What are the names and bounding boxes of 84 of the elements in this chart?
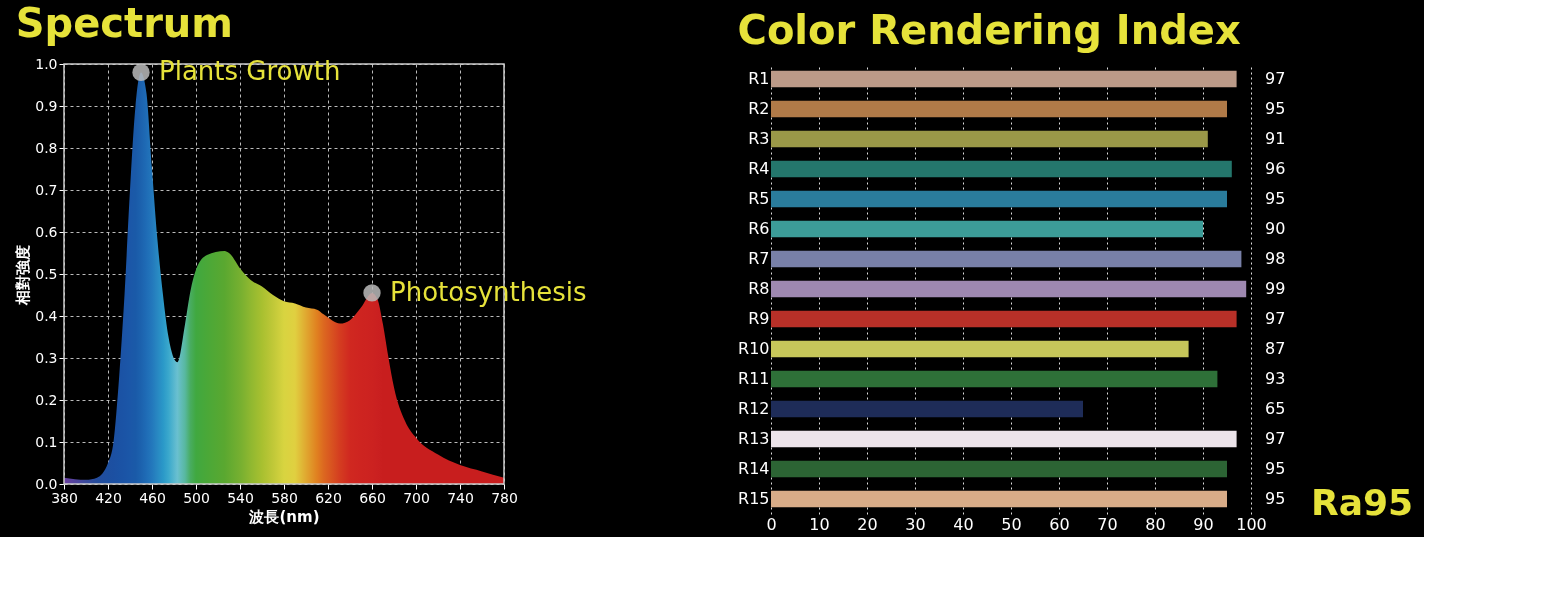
bar bbox=[771, 130, 1208, 148]
data-label: 95 bbox=[1265, 99, 1286, 118]
bar bbox=[771, 430, 1237, 448]
x-tick-label: 700 bbox=[403, 489, 430, 506]
x-tick-label: 40 bbox=[953, 514, 974, 534]
bar bbox=[771, 370, 1218, 388]
y-tick-label: 0.3 bbox=[35, 349, 58, 366]
chart-title: Color Rendering Index bbox=[737, 7, 1241, 53]
x-tick-label: 580 bbox=[271, 489, 298, 506]
data-label: 91 bbox=[1265, 129, 1286, 148]
y-tick-label: R5 bbox=[748, 189, 770, 208]
text: Ra95 bbox=[1311, 482, 1414, 523]
x-tick-label: 380 bbox=[51, 489, 78, 506]
x-tick-label: 90 bbox=[1193, 514, 1214, 534]
x-tick-label: 780 bbox=[491, 489, 518, 506]
x-tick-label: 60 bbox=[1049, 514, 1070, 534]
x-axis-title: 波長(nm) bbox=[248, 507, 320, 526]
x-tick-label: 10 bbox=[809, 514, 830, 534]
data-label: 97 bbox=[1265, 69, 1286, 88]
data-label: 93 bbox=[1265, 369, 1286, 388]
y-tick-label: R14 bbox=[738, 459, 770, 478]
data-label: 97 bbox=[1265, 429, 1286, 448]
x-tick-label: 540 bbox=[227, 489, 254, 506]
y-tick-label: 1.0 bbox=[35, 55, 58, 72]
y-tick-label: R4 bbox=[748, 159, 770, 178]
y-tick-label: R15 bbox=[738, 489, 770, 508]
y-tick-label: R2 bbox=[748, 99, 770, 118]
data-label: 95 bbox=[1265, 189, 1286, 208]
bar bbox=[771, 100, 1227, 118]
data-label: 90 bbox=[1265, 219, 1286, 238]
bar bbox=[771, 340, 1189, 358]
annotation: Plants Growth bbox=[159, 56, 341, 87]
bar bbox=[771, 400, 1083, 418]
data-label: 87 bbox=[1265, 339, 1286, 358]
bar bbox=[771, 250, 1242, 268]
x-tick-label: 660 bbox=[359, 489, 386, 506]
data-label: 98 bbox=[1265, 249, 1286, 268]
x-tick-label: 740 bbox=[447, 489, 474, 506]
bar bbox=[771, 460, 1227, 478]
x-tick-label: 30 bbox=[905, 514, 926, 534]
data-label: 97 bbox=[1265, 309, 1286, 328]
y-tick-label: 0.5 bbox=[35, 265, 58, 282]
y-tick-label: R1 bbox=[748, 69, 770, 88]
y-tick-label: 0.9 bbox=[35, 97, 58, 114]
y-tick-label: R6 bbox=[748, 219, 770, 238]
bar bbox=[771, 280, 1247, 298]
y-tick-label: R13 bbox=[738, 429, 770, 448]
bar bbox=[771, 190, 1227, 208]
bar bbox=[771, 490, 1227, 508]
x-tick-label: 80 bbox=[1145, 514, 1166, 534]
x-tick-label: 460 bbox=[139, 489, 166, 506]
bar bbox=[771, 220, 1203, 238]
x-tick-label: 70 bbox=[1097, 514, 1118, 534]
bar bbox=[771, 160, 1232, 178]
y-tick-label: R3 bbox=[748, 129, 770, 148]
chart-title: Spectrum bbox=[15, 0, 234, 46]
x-tick-label: 620 bbox=[315, 489, 342, 506]
y-tick-label: 0.1 bbox=[35, 433, 58, 450]
y-tick-label: 0.2 bbox=[35, 391, 58, 408]
bar bbox=[771, 70, 1237, 88]
y-tick-label: R10 bbox=[738, 339, 770, 358]
y-tick-label: 0.6 bbox=[35, 223, 58, 240]
data-label: 95 bbox=[1265, 459, 1286, 478]
data-label: 99 bbox=[1265, 279, 1286, 298]
y-tick-label: R9 bbox=[748, 309, 770, 328]
y-tick-label: R11 bbox=[738, 369, 770, 388]
x-tick-label: 100 bbox=[1236, 514, 1267, 534]
x-tick-label: 50 bbox=[1001, 514, 1022, 534]
y-tick-label: 0.7 bbox=[35, 181, 58, 198]
y-tick-label: R12 bbox=[738, 399, 770, 418]
bar bbox=[771, 310, 1237, 328]
x-tick-label: 500 bbox=[183, 489, 210, 506]
data-label: 65 bbox=[1265, 399, 1286, 418]
y-tick-label: R8 bbox=[748, 279, 770, 298]
data-label: 96 bbox=[1265, 159, 1286, 178]
data-label: 95 bbox=[1265, 489, 1286, 508]
x-tick-label: 420 bbox=[95, 489, 122, 506]
y-tick-label: 0.4 bbox=[35, 307, 58, 324]
x-tick-label: 0 bbox=[766, 514, 777, 534]
y-tick-label: 0.8 bbox=[35, 139, 58, 156]
x-tick-label: 20 bbox=[857, 514, 878, 534]
y-tick-label: R7 bbox=[748, 249, 770, 268]
y-tick-label: 0.0 bbox=[35, 475, 58, 492]
y-axis-title: 相對強度 bbox=[14, 244, 33, 306]
